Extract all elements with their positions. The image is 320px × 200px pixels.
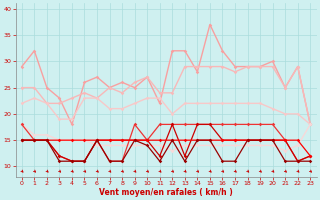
X-axis label: Vent moyen/en rafales ( km/h ): Vent moyen/en rafales ( km/h ) [99,188,233,197]
